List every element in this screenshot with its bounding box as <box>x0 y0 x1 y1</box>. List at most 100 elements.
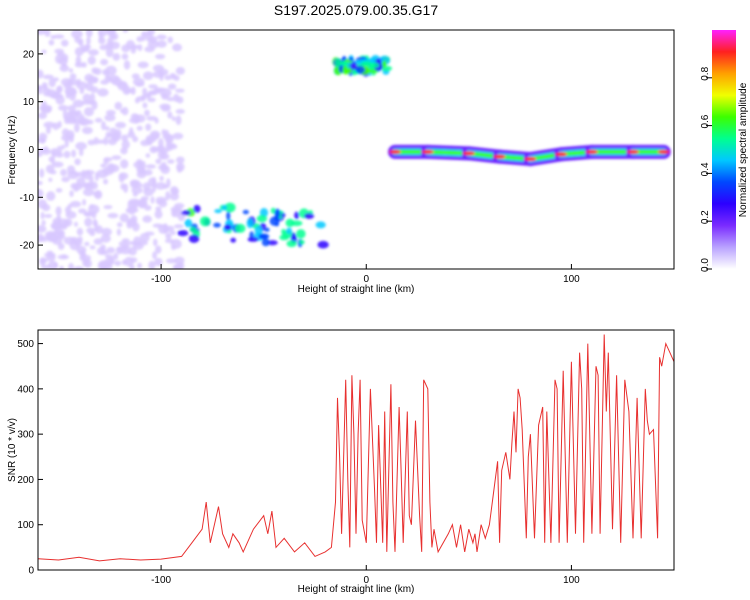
spectrogram-cell <box>147 97 156 103</box>
spectrogram-cell <box>107 132 117 138</box>
spectrogram-cell <box>116 228 122 236</box>
spectrogram-cell <box>38 151 43 157</box>
spectrogram-cell <box>39 168 45 178</box>
spectrogram-cell <box>59 265 64 269</box>
spectrogram-cell <box>57 231 63 237</box>
spectrogram-cell <box>213 222 221 228</box>
spectrogram-cell <box>174 256 185 265</box>
spectrogram-cell <box>40 264 52 269</box>
spectrogram-cell <box>145 153 151 158</box>
spectrogram-cell <box>370 62 380 68</box>
spectrogram-cell <box>74 158 81 166</box>
spectrogram-cell <box>170 238 182 249</box>
spectrogram-cell <box>84 169 91 180</box>
spectrogram-cell <box>100 58 109 66</box>
spectrogram-cell <box>58 104 69 111</box>
spectrogram-cell <box>38 188 44 199</box>
spectrogram-cell <box>69 200 82 208</box>
spectrogram-cell <box>145 123 152 131</box>
chart-title: S197.2025.079.00.35.G17 <box>274 2 438 18</box>
spectrogram-cell <box>86 227 95 234</box>
spectrogram-cell <box>78 208 87 214</box>
spectrogram-cell <box>71 149 77 158</box>
spectrogram-cell <box>131 186 143 195</box>
spectrogram-cell <box>83 106 94 117</box>
spectrogram-cell <box>264 227 270 232</box>
spectrogram-cell <box>170 206 183 213</box>
spectrogram-cell <box>121 139 130 150</box>
spectrogram-cell <box>112 52 121 61</box>
spectrogram-cell <box>38 199 47 209</box>
spectrogram-cell <box>39 236 49 242</box>
spectrogram-cell <box>82 188 95 197</box>
spectrogram-cell <box>349 62 358 70</box>
spectrogram-cell <box>100 163 107 168</box>
spectrogram-cell <box>74 62 85 68</box>
spectrogram-cell <box>98 30 103 41</box>
spectrogram-cell <box>140 196 149 201</box>
snr-frame <box>37 329 675 571</box>
spectrogram-xlabel: Height of straight line (km) <box>298 284 415 295</box>
spectrogram-cell <box>146 115 158 121</box>
spectrogram-cell <box>169 186 179 195</box>
spectrogram-cell <box>93 137 99 145</box>
spectrogram-cell <box>145 164 156 169</box>
spectrogram-cell <box>74 47 84 57</box>
spectrogram-cell <box>242 209 249 215</box>
spectrogram-cell <box>106 246 116 254</box>
spectrogram-cell <box>338 64 345 74</box>
spectrogram-cell <box>274 208 281 219</box>
spectrogram-cell <box>170 230 176 235</box>
spectrogram-cell <box>50 148 59 156</box>
spectrogram-cell <box>317 240 329 249</box>
spectrogram-cell <box>181 210 191 216</box>
spectrogram-cell <box>96 139 106 144</box>
spectrogram-cell <box>119 213 130 223</box>
spectrogram-cell <box>138 198 147 209</box>
spectrogram-tone-peak <box>524 157 537 162</box>
spectrogram-cell <box>79 117 90 126</box>
spectrogram-cell <box>166 178 171 188</box>
spectrogram-cell <box>122 30 129 33</box>
spectrogram-cell <box>152 251 158 260</box>
spectrogram-cell <box>84 241 90 247</box>
spectrogram-cell <box>125 208 131 214</box>
spectrogram-cell <box>100 244 106 252</box>
spectrogram-cell <box>100 265 107 269</box>
spectrogram-cell <box>105 47 114 58</box>
spectrogram-cell <box>290 220 303 227</box>
spectrogram-cell <box>72 99 84 108</box>
spectrogram-cell <box>91 211 97 219</box>
spectrogram-cell <box>355 65 365 74</box>
spectrogram-cell <box>67 104 77 112</box>
spectrogram-cell <box>193 204 201 213</box>
spectrogram-cell <box>221 204 227 211</box>
spectrogram-cell <box>94 190 103 200</box>
spectrogram-cell <box>69 73 77 80</box>
spectrogram-cell <box>286 227 293 235</box>
spectrogram-cell <box>89 245 96 250</box>
spectrogram-cell <box>75 142 87 151</box>
spectrogram-cell <box>175 66 185 75</box>
spectrogram-cell <box>76 245 87 254</box>
spectrogram-cell <box>46 89 57 98</box>
spectrogram-cell <box>84 73 95 83</box>
colorbar-ticks: 0.0 0.2 0.4 0.6 0.8 <box>700 66 712 272</box>
spectrogram-cell <box>159 88 172 98</box>
snr-ytick-label: 200 <box>17 475 34 486</box>
spectrogram-cell <box>188 234 200 243</box>
spectrogram-cell <box>44 30 51 37</box>
spectrogram-cell <box>224 224 232 231</box>
spectrogram-cell <box>48 78 56 88</box>
spectrogram-cell <box>141 31 152 36</box>
spectrogram-cell <box>38 225 47 233</box>
spectrogram-cell <box>259 208 269 218</box>
spectrogram-cell <box>61 254 67 259</box>
spectrogram-cell <box>342 65 348 74</box>
spectrogram-cell <box>153 238 158 247</box>
spectrogram-cell <box>144 109 150 117</box>
spectrogram-cell <box>60 39 69 47</box>
spectrogram-ytick-label: -10 <box>20 193 35 204</box>
spectrogram-cell <box>85 30 93 38</box>
spectrogram-cell <box>86 36 91 45</box>
